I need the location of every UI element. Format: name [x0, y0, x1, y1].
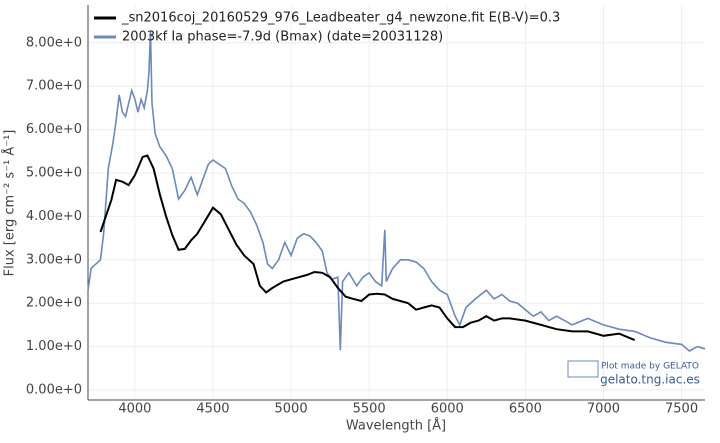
x-axis-label: Wavelength [Å] [346, 418, 446, 434]
y-tick-label: 2.00e+0 [26, 296, 82, 311]
x-tick-label: 5500 [353, 402, 386, 417]
y-axis-label: Flux [erg cm⁻² s⁻¹ Å⁻¹] [2, 130, 18, 277]
y-tick-label: 1.00e+0 [26, 339, 82, 354]
data-line [87, 31, 706, 352]
logo-text: Plot made by GELATO [601, 362, 699, 372]
logo: Plot made by GELATO gelato.tng.iac.es [567, 360, 700, 387]
y-tick-label: 5.00e+0 [26, 165, 82, 180]
y-tick-label: 7.00e+0 [26, 79, 82, 94]
x-tick-label: 7500 [665, 402, 698, 417]
logo-url: gelato.tng.iac.es [600, 373, 700, 387]
y-tick-label: 8.00e+0 [26, 35, 82, 50]
x-tick-label: 5000 [275, 402, 308, 417]
y-tick-label: 6.00e+0 [26, 122, 82, 137]
x-tick-label: 4500 [196, 402, 229, 417]
data-line [99, 154, 636, 342]
plot-area: 0.00e+0 1.00e+0 2.00e+0 3.00e+0 4.00e+0 5.00e… [26, 5, 706, 417]
y-tick-label: 4.00e+0 [26, 209, 82, 224]
legend: _sn2016coj_20160529_976_Leadbeater_g4_ne… [94, 11, 560, 45]
x-tick-label: 7000 [587, 402, 620, 417]
x-tick-label: 4000 [118, 402, 151, 417]
x-tick-label: 6000 [431, 402, 464, 417]
y-tick-label: 3.00e+0 [26, 252, 82, 267]
legend-label: _sn2016coj_20160529_976_Leadbeater_g4_ne… [121, 11, 560, 26]
logo-box [567, 360, 599, 378]
x-tick-label: 6500 [509, 402, 542, 417]
legend-label: 2003kf Ia phase=-7.9d (Bmax) (date=20031… [122, 30, 443, 45]
y-tick-label: 0.00e+0 [26, 383, 82, 398]
